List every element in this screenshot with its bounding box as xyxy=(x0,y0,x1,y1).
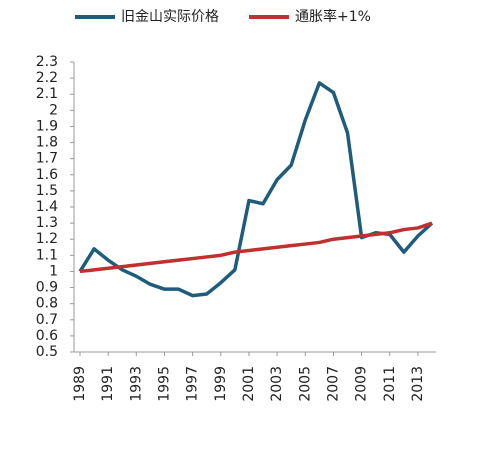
y-tick-label: 0.9 xyxy=(36,280,58,296)
x-tick-label: 1995 xyxy=(156,366,172,402)
x-tick-label: 2009 xyxy=(354,366,370,402)
x-tick-label: 1989 xyxy=(72,366,88,402)
x-tick-label: 2005 xyxy=(297,366,313,402)
y-tick-label: 1.5 xyxy=(36,183,58,199)
y-tick-label: 1 xyxy=(49,263,58,279)
y-tick-label: 2.2 xyxy=(36,70,58,86)
y-tick-label: 2.1 xyxy=(36,86,58,102)
y-tick-label: 1.7 xyxy=(36,151,58,167)
y-tick-label: 0.6 xyxy=(36,328,58,344)
y-tick-label: 1.3 xyxy=(36,215,58,231)
y-tick-label: 1.9 xyxy=(36,118,58,134)
y-tick-label: 1.6 xyxy=(36,167,58,183)
x-tick-label: 2003 xyxy=(269,366,285,402)
y-tick-label: 2 xyxy=(49,102,58,118)
x-tick-label: 1997 xyxy=(185,366,201,402)
y-tick-label: 1.8 xyxy=(36,135,58,151)
y-tick-label: 1.2 xyxy=(36,231,58,247)
x-tick-label: 1991 xyxy=(100,366,116,402)
y-tick-label: 1.4 xyxy=(36,199,58,215)
legend-label: 通胀率+1% xyxy=(295,8,371,25)
x-tick-label: 2007 xyxy=(325,366,341,402)
x-tick-label: 2011 xyxy=(382,366,398,402)
y-tick-label: 2.3 xyxy=(36,54,58,70)
y-tick-label: 0.5 xyxy=(36,344,58,360)
x-tick-label: 2013 xyxy=(410,366,426,402)
y-tick-label: 1.1 xyxy=(36,247,58,263)
x-tick-label: 2001 xyxy=(241,366,257,402)
y-tick-label: 0.8 xyxy=(36,296,58,312)
x-tick-label: 1993 xyxy=(128,366,144,402)
x-tick-label: 1999 xyxy=(213,366,229,402)
legend-label: 旧金山实际价格 xyxy=(121,9,219,25)
y-tick-label: 0.7 xyxy=(36,312,58,328)
series-line xyxy=(79,221,433,274)
